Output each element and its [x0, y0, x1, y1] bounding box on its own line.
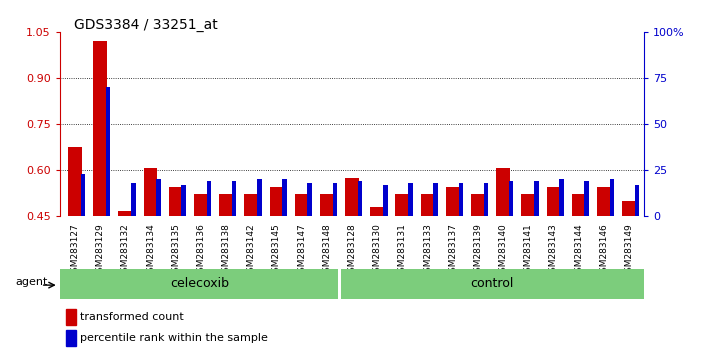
Bar [232, 181, 237, 216]
Bar [65, 309, 76, 325]
Bar [434, 183, 438, 216]
Bar [341, 269, 644, 298]
Bar [546, 187, 560, 216]
Bar [93, 41, 107, 216]
Bar [118, 211, 132, 216]
Bar [446, 187, 460, 216]
Text: percentile rank within the sample: percentile rank within the sample [80, 333, 268, 343]
Bar [244, 194, 258, 216]
Text: control: control [470, 277, 513, 290]
Bar [572, 194, 586, 216]
Bar [60, 269, 337, 298]
Bar [332, 183, 337, 216]
Text: celecoxib: celecoxib [170, 277, 229, 290]
Bar [169, 187, 182, 216]
Bar [345, 178, 359, 216]
Bar [207, 181, 211, 216]
Bar [65, 330, 76, 346]
Bar [156, 179, 161, 216]
Text: GDS3384 / 33251_at: GDS3384 / 33251_at [74, 18, 218, 32]
Bar [144, 169, 158, 216]
Bar [496, 169, 510, 216]
Bar [509, 181, 513, 216]
Bar [597, 187, 611, 216]
Bar [458, 183, 463, 216]
Bar [257, 179, 262, 216]
Bar [396, 194, 409, 216]
Bar [584, 181, 589, 216]
Bar [106, 87, 111, 216]
Bar [219, 194, 233, 216]
Bar [559, 179, 564, 216]
Bar [358, 181, 363, 216]
Bar [471, 194, 485, 216]
Bar [131, 183, 136, 216]
Bar [522, 194, 535, 216]
Bar [420, 194, 434, 216]
Bar [383, 185, 387, 216]
Bar [408, 183, 413, 216]
Bar [635, 185, 639, 216]
Text: transformed count: transformed count [80, 312, 184, 322]
Bar [68, 147, 82, 216]
Bar [194, 194, 208, 216]
Bar [534, 181, 539, 216]
Text: agent: agent [15, 277, 47, 287]
Bar [282, 179, 287, 216]
Bar [270, 187, 284, 216]
Bar [308, 183, 312, 216]
Bar [370, 207, 384, 216]
Bar [320, 194, 334, 216]
Bar [610, 179, 614, 216]
Bar [81, 173, 85, 216]
Bar [295, 194, 308, 216]
Bar [622, 201, 636, 216]
Bar [182, 185, 186, 216]
Bar [484, 183, 489, 216]
